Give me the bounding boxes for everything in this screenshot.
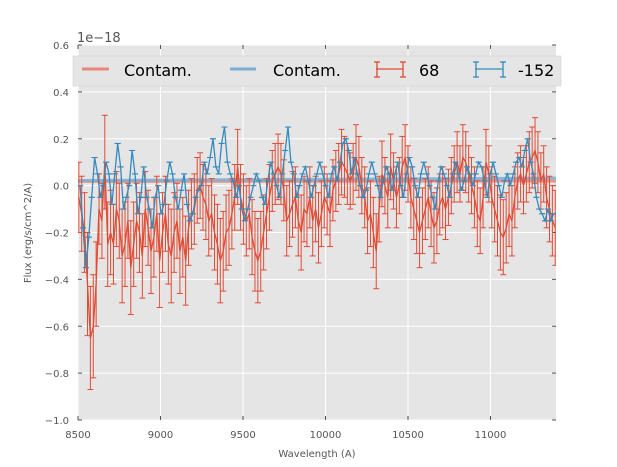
y-axis: −1.0 −0.8 −0.6 −0.4 −0.2 0.0 0.2 0.4 0.6: [45, 41, 556, 427]
legend-item-neg152: -152: [473, 61, 554, 80]
x-tick-label: 9500: [230, 430, 255, 441]
y-tick-label: 0.4: [53, 88, 69, 99]
legend-label: -152: [518, 61, 554, 80]
x-tick-label: 9000: [148, 430, 173, 441]
x-axis-label: Wavelength (A): [278, 449, 355, 460]
legend-item-contam-red: Contam.: [82, 61, 192, 80]
x-axis: 8500 9000 9500 10000 10500 11000: [65, 45, 506, 441]
y-tick-label: 0.0: [53, 182, 69, 193]
errorbar-icon: [473, 61, 506, 78]
plot-area: [78, 114, 556, 391]
legend-label: 68: [419, 61, 439, 80]
legend-item-68: 68: [374, 61, 439, 80]
contam-blue-line: [78, 176, 556, 182]
y-tick-label: 0.2: [53, 135, 69, 146]
plot-series: [78, 114, 556, 391]
y-tick-label: −0.4: [45, 275, 69, 286]
x-tick-label: 10500: [392, 430, 424, 441]
legend-label: Contam.: [273, 61, 341, 80]
grid: [77, 44, 556, 421]
series-68-line: [78, 148, 556, 339]
errorbar-icon: [374, 61, 406, 78]
y-tick-label: −1.0: [45, 416, 69, 427]
y-tick-label: −0.2: [45, 229, 69, 240]
y-tick-label: −0.8: [45, 369, 69, 380]
series-neg152-line: [79, 126, 555, 268]
y-tick-label: −0.6: [45, 322, 69, 333]
x-tick-label: 11000: [475, 430, 507, 441]
legend-box: [72, 55, 562, 87]
y-axis-label: Flux (erg/s/cm^2/A): [23, 183, 34, 283]
y-tick-label: 0.6: [53, 41, 69, 52]
x-tick-label: 8500: [65, 430, 90, 441]
legend: Contam. Contam. 68: [72, 55, 562, 87]
legend-item-contam-blue: Contam.: [230, 61, 341, 80]
x-tick-label: 10000: [310, 430, 342, 441]
offset-text: 1e−18: [77, 31, 121, 46]
legend-label: Contam.: [124, 61, 192, 80]
